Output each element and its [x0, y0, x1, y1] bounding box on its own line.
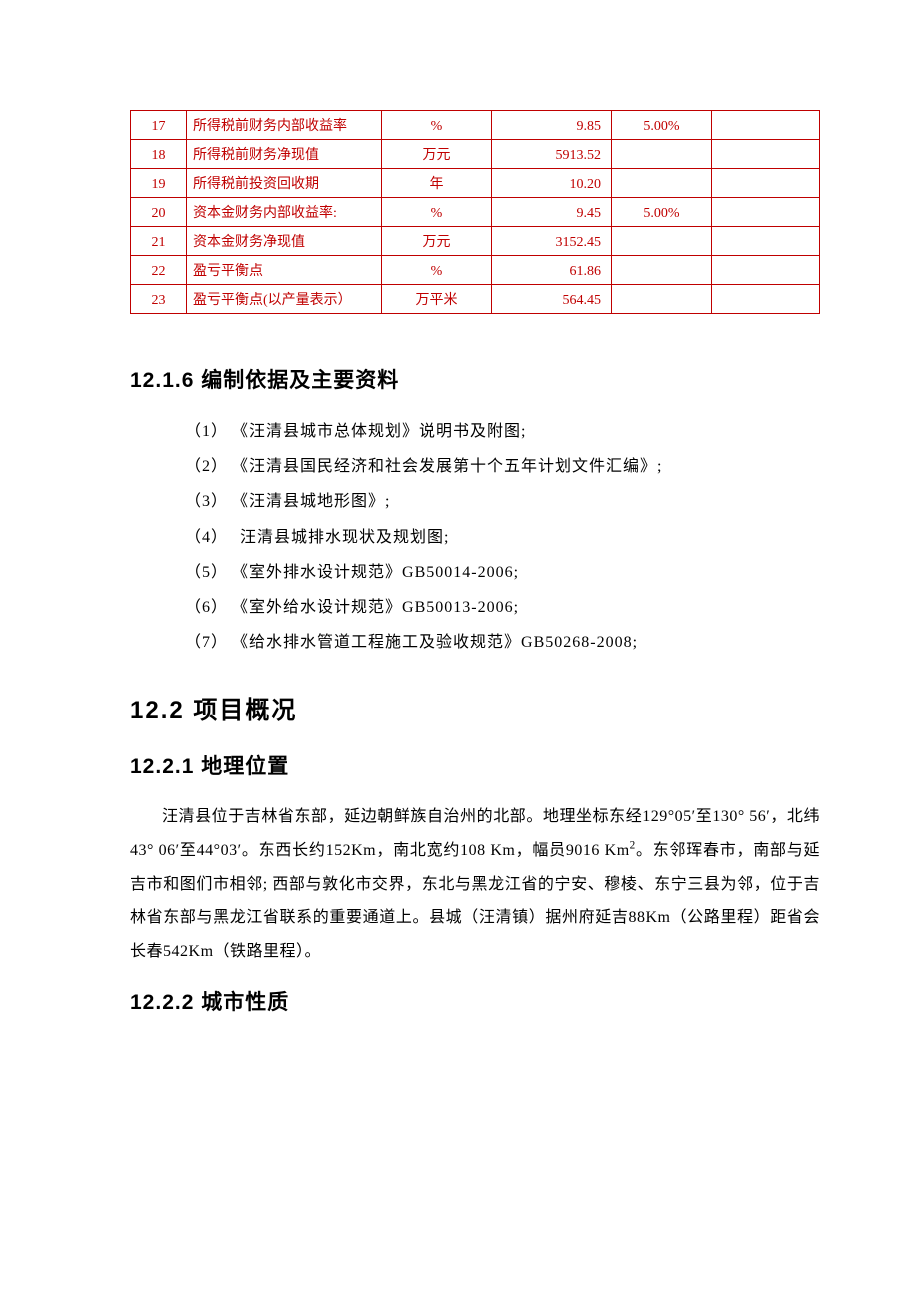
basis-list: （1） 《汪清县城市总体规划》说明书及附图; （2） 《汪清县国民经济和社会发展第十个… — [130, 414, 820, 660]
cell-unit: 万元 — [382, 140, 492, 169]
heading-12-2-1: 12.2.1 地理位置 — [130, 750, 820, 780]
table-row: 19所得税前投资回收期年10.20 — [131, 169, 820, 198]
cell-idx: 20 — [131, 198, 187, 227]
list-item-number: （2） — [185, 458, 228, 475]
financial-indicators-table: 17所得税前财务内部收益率%9.855.00%18所得税前财务净现值万元5913… — [130, 110, 820, 314]
list-item: （6） 《室外给水设计规范》GB50013-2006; — [185, 590, 820, 625]
document-page: 17所得税前财务内部收益率%9.855.00%18所得税前财务净现值万元5913… — [0, 0, 920, 1096]
list-item-text: 《室外给水设计规范》GB50013-2006; — [240, 599, 519, 616]
cell-idx: 18 — [131, 140, 187, 169]
table-row: 20资本金财务内部收益率:%9.455.00% — [131, 198, 820, 227]
table-row: 22盈亏平衡点%61.86 — [131, 256, 820, 285]
cell-name: 盈亏平衡点(以产量表示） — [187, 285, 382, 314]
cell-idx: 22 — [131, 256, 187, 285]
cell-ref: 5.00% — [612, 111, 712, 140]
cell-unit: 万元 — [382, 227, 492, 256]
heading-12-1-6: 12.1.6 编制依据及主要资料 — [130, 364, 820, 394]
cell-unit: % — [382, 111, 492, 140]
list-item-number: （3） — [185, 493, 228, 510]
heading-12-2: 12.2 项目概况 — [130, 690, 820, 725]
list-item-number: （1） — [185, 423, 228, 440]
list-item-text: 《汪清县城地形图》; — [240, 493, 390, 510]
list-item: （5） 《室外排水设计规范》GB50014-2006; — [185, 555, 820, 590]
list-item: （4） 汪清县城排水现状及规划图; — [185, 520, 820, 555]
list-item-text: 《汪清县城市总体规划》说明书及附图; — [240, 423, 526, 440]
cell-ref — [612, 140, 712, 169]
list-item: （1） 《汪清县城市总体规划》说明书及附图; — [185, 414, 820, 449]
cell-val: 5913.52 — [492, 140, 612, 169]
cell-ref — [612, 256, 712, 285]
table-row: 23盈亏平衡点(以产量表示）万平米564.45 — [131, 285, 820, 314]
table-body: 17所得税前财务内部收益率%9.855.00%18所得税前财务净现值万元5913… — [131, 111, 820, 314]
cell-note — [712, 111, 820, 140]
cell-unit: % — [382, 198, 492, 227]
cell-ref — [612, 285, 712, 314]
list-item: （7） 《给水排水管道工程施工及验收规范》GB50268-2008; — [185, 625, 820, 660]
cell-note — [712, 169, 820, 198]
cell-note — [712, 198, 820, 227]
cell-idx: 17 — [131, 111, 187, 140]
cell-unit: % — [382, 256, 492, 285]
list-item-text: 汪清县城排水现状及规划图; — [240, 529, 449, 546]
cell-val: 9.45 — [492, 198, 612, 227]
list-item: （2） 《汪清县国民经济和社会发展第十个五年计划文件汇编》; — [185, 449, 820, 484]
list-item-number: （6） — [185, 599, 228, 616]
cell-val: 564.45 — [492, 285, 612, 314]
cell-unit: 万平米 — [382, 285, 492, 314]
cell-idx: 23 — [131, 285, 187, 314]
list-item-text: 《给水排水管道工程施工及验收规范》GB50268-2008; — [240, 634, 638, 651]
cell-idx: 21 — [131, 227, 187, 256]
list-item-number: （4） — [185, 529, 228, 546]
cell-name: 盈亏平衡点 — [187, 256, 382, 285]
list-item-number: （5） — [185, 564, 228, 581]
table-row: 18所得税前财务净现值万元5913.52 — [131, 140, 820, 169]
heading-12-2-2: 12.2.2 城市性质 — [130, 986, 820, 1016]
cell-name: 资本金财务内部收益率: — [187, 198, 382, 227]
cell-name: 所得税前财务内部收益率 — [187, 111, 382, 140]
cell-val: 61.86 — [492, 256, 612, 285]
list-item: （3） 《汪清县城地形图》; — [185, 484, 820, 519]
cell-val: 10.20 — [492, 169, 612, 198]
cell-idx: 19 — [131, 169, 187, 198]
table-row: 17所得税前财务内部收益率%9.855.00% — [131, 111, 820, 140]
geography-paragraph: 汪清县位于吉林省东部，延边朝鲜族自治州的北部。地理坐标东经129°05′至130… — [130, 800, 820, 968]
list-item-text: 《汪清县国民经济和社会发展第十个五年计划文件汇编》; — [240, 458, 662, 475]
cell-note — [712, 256, 820, 285]
list-item-text: 《室外排水设计规范》GB50014-2006; — [240, 564, 519, 581]
cell-name: 资本金财务净现值 — [187, 227, 382, 256]
cell-ref — [612, 169, 712, 198]
list-item-number: （7） — [185, 634, 228, 651]
cell-ref — [612, 227, 712, 256]
cell-ref: 5.00% — [612, 198, 712, 227]
cell-note — [712, 227, 820, 256]
cell-note — [712, 140, 820, 169]
cell-name: 所得税前投资回收期 — [187, 169, 382, 198]
cell-note — [712, 285, 820, 314]
table-row: 21资本金财务净现值万元3152.45 — [131, 227, 820, 256]
cell-unit: 年 — [382, 169, 492, 198]
cell-val: 3152.45 — [492, 227, 612, 256]
cell-val: 9.85 — [492, 111, 612, 140]
cell-name: 所得税前财务净现值 — [187, 140, 382, 169]
